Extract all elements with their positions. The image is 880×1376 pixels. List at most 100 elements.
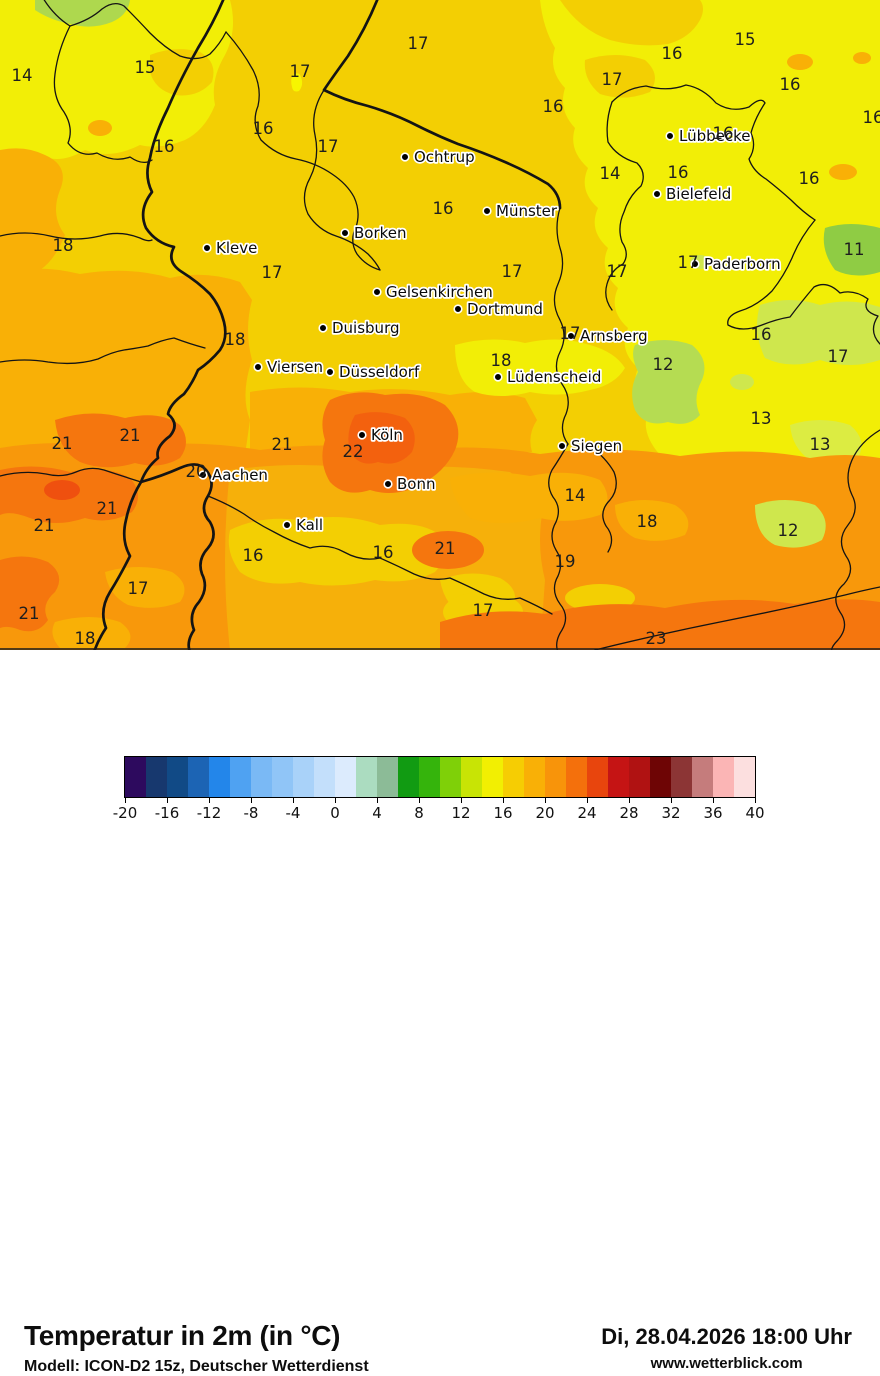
legend-color-cell xyxy=(692,757,713,797)
legend-tick-label: 16 xyxy=(493,804,512,822)
city-dot xyxy=(319,324,327,332)
legend-color-cell xyxy=(167,757,188,797)
city-dot xyxy=(483,207,491,215)
city-label: Lüdenscheid xyxy=(507,368,601,386)
city-label: Dortmund xyxy=(467,300,543,318)
legend-color-cell xyxy=(545,757,566,797)
temperature-value-label: 17 xyxy=(408,34,429,53)
temperature-value-label: 18 xyxy=(225,330,246,349)
legend-color-cell xyxy=(461,757,482,797)
legend-color-cell xyxy=(251,757,272,797)
legend-bar xyxy=(125,757,755,797)
temperature-value-label: 17 xyxy=(560,324,581,343)
legend-tick xyxy=(587,798,588,803)
city-dot xyxy=(373,288,381,296)
temperature-value-label: 17 xyxy=(128,579,149,598)
date-block: Di, 28.04.2026 18:00 Uhr www.wetterblick… xyxy=(601,1324,852,1372)
city-dot xyxy=(558,442,566,450)
city-label: Aachen xyxy=(212,466,268,484)
city-dot xyxy=(203,244,211,252)
legend-tick xyxy=(671,798,672,803)
city-label: Gelsenkirchen xyxy=(386,283,493,301)
legend-tick xyxy=(755,798,756,803)
legend-tick-label: 32 xyxy=(661,804,680,822)
legend-tick-label: -12 xyxy=(197,804,222,822)
page-title: Temperatur in 2m (in °C) xyxy=(24,1320,340,1352)
legend-color-cell xyxy=(566,757,587,797)
legend-tick xyxy=(335,798,336,803)
temperature-value-label: 16 xyxy=(243,546,264,565)
city-label: Düsseldorf xyxy=(339,363,420,381)
city-label: Siegen xyxy=(571,437,622,455)
temperature-value-label: 17 xyxy=(290,62,311,81)
temperature-value-label: 14 xyxy=(12,66,33,85)
temperature-value-label: 16 xyxy=(799,169,820,188)
legend-tick-label: 8 xyxy=(414,804,424,822)
temperature-value-label: 16 xyxy=(863,108,880,127)
city-label: Viersen xyxy=(267,358,323,376)
legend-color-cell xyxy=(608,757,629,797)
legend-tick-label: -4 xyxy=(286,804,301,822)
city-dot xyxy=(454,305,462,313)
temperature-value-label: 16 xyxy=(780,75,801,94)
temperature-value-label: 22 xyxy=(343,442,364,461)
legend-tick-label: -20 xyxy=(113,804,138,822)
legend-tick xyxy=(419,798,420,803)
temperature-value-label: 16 xyxy=(253,119,274,138)
city-label: Bielefeld xyxy=(666,185,731,203)
temperature-value-label: 16 xyxy=(373,543,394,562)
legend-tick-label: 12 xyxy=(451,804,470,822)
city-dot xyxy=(341,229,349,237)
city-label: Bonn xyxy=(397,475,435,493)
legend-tick-label: 36 xyxy=(703,804,722,822)
temperature-value-label: 18 xyxy=(491,351,512,370)
temperature-value-label: 16 xyxy=(543,97,564,116)
temperature-value-label: 13 xyxy=(810,435,831,454)
temperature-value-label: 19 xyxy=(555,552,576,571)
temperature-value-label: 21 xyxy=(272,435,293,454)
temperature-value-label: 17 xyxy=(318,137,339,156)
legend-tick xyxy=(713,798,714,803)
temperature-value-label: 17 xyxy=(678,253,699,272)
temperature-value-label: 12 xyxy=(653,355,674,374)
legend-color-cell xyxy=(146,757,167,797)
legend-color-cell xyxy=(734,757,755,797)
city-label: Paderborn xyxy=(704,255,781,273)
temperature-value-label: 18 xyxy=(637,512,658,531)
city-dot xyxy=(254,363,262,371)
legend-tick xyxy=(545,798,546,803)
temperature-value-label: 21 xyxy=(34,516,55,535)
temperature-value-label: 18 xyxy=(53,236,74,255)
temperature-value-label: 17 xyxy=(607,262,628,281)
temperature-value-label: 14 xyxy=(600,164,621,183)
city-label: Duisburg xyxy=(332,319,400,337)
legend-color-cell xyxy=(230,757,251,797)
legend-tick xyxy=(293,798,294,803)
legend-tick-label: -8 xyxy=(244,804,259,822)
legend-color-cell xyxy=(482,757,503,797)
legend-color-cell xyxy=(419,757,440,797)
legend-tick-label: 24 xyxy=(577,804,596,822)
temperature-value-label: 13 xyxy=(751,409,772,428)
temperature-value-label: 21 xyxy=(52,434,73,453)
temperature-value-label: 12 xyxy=(778,521,799,540)
temperature-value-label: 15 xyxy=(135,58,156,77)
legend-tick-label: 0 xyxy=(330,804,340,822)
legend-tick-label: 28 xyxy=(619,804,638,822)
website-url: www.wetterblick.com xyxy=(651,1355,803,1372)
temperature-value-label: 15 xyxy=(735,30,756,49)
temperature-value-label: 11 xyxy=(844,240,865,259)
city-dot xyxy=(666,132,674,140)
legend-color-cell xyxy=(356,757,377,797)
temperature-value-label: 17 xyxy=(602,70,623,89)
temperature-value-label: 21 xyxy=(19,604,40,623)
legend-color-cell xyxy=(398,757,419,797)
city-label: Münster xyxy=(496,202,558,220)
legend-color-cell xyxy=(587,757,608,797)
legend-color-cell xyxy=(671,757,692,797)
legend-tick xyxy=(629,798,630,803)
legend-color-cell xyxy=(377,757,398,797)
temperature-value-label: 17 xyxy=(828,347,849,366)
temperature-value-label: 17 xyxy=(262,263,283,282)
